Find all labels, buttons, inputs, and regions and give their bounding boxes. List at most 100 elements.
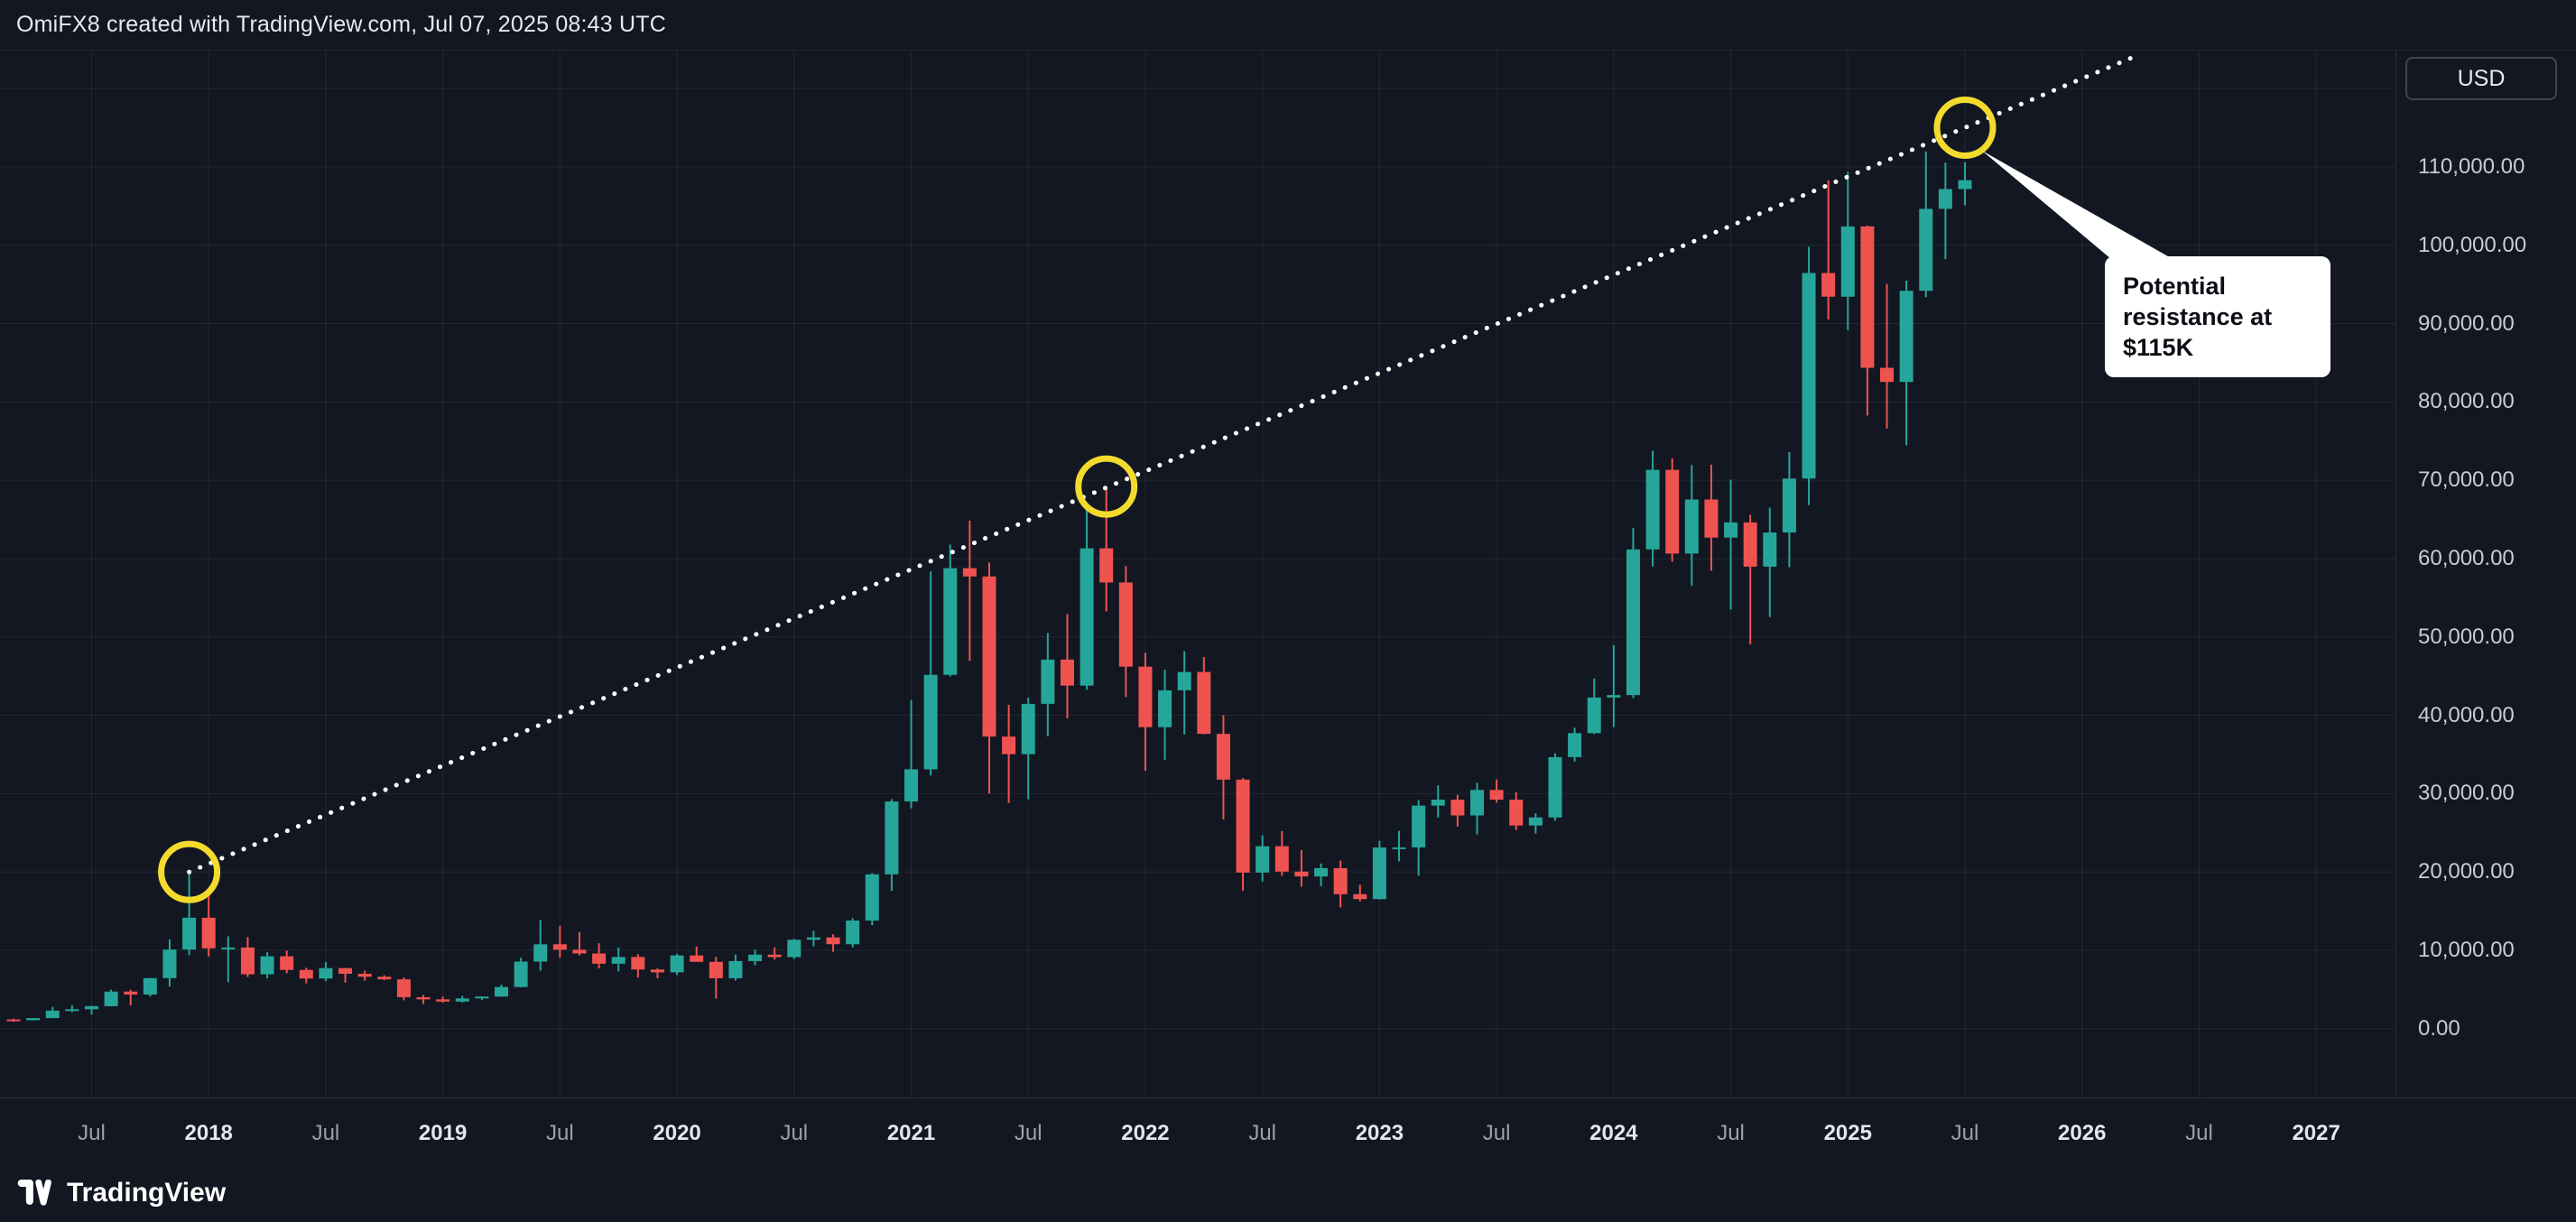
candle[interactable] xyxy=(1470,782,1484,835)
candle[interactable] xyxy=(143,977,157,997)
highlight-circle-2[interactable] xyxy=(1075,455,1138,518)
candle[interactable] xyxy=(748,949,763,966)
candle[interactable] xyxy=(1041,633,1055,736)
candle[interactable] xyxy=(338,967,353,983)
candle[interactable] xyxy=(1274,830,1289,876)
candle[interactable] xyxy=(1372,840,1386,900)
candle[interactable] xyxy=(1743,514,1757,644)
candle[interactable] xyxy=(221,936,236,983)
candle[interactable] xyxy=(806,930,820,947)
candle[interactable] xyxy=(1118,566,1133,698)
candle[interactable] xyxy=(1021,698,1035,800)
candle[interactable] xyxy=(1938,162,1952,259)
candle[interactable] xyxy=(1002,705,1016,803)
candle[interactable] xyxy=(826,934,840,952)
candle[interactable] xyxy=(572,931,587,956)
candle[interactable] xyxy=(6,1018,21,1023)
tradingview-logo[interactable]: TradingView xyxy=(16,1171,226,1215)
candle[interactable] xyxy=(552,925,567,958)
candle[interactable] xyxy=(1860,225,1875,416)
candle[interactable] xyxy=(475,995,489,1001)
candle[interactable] xyxy=(299,967,313,984)
candle[interactable] xyxy=(904,699,919,809)
candle[interactable] xyxy=(162,939,177,987)
candle[interactable] xyxy=(1802,246,1816,505)
candle[interactable] xyxy=(1450,794,1465,827)
candle[interactable] xyxy=(1528,813,1543,834)
candles-layer[interactable] xyxy=(6,151,1972,1023)
candle[interactable] xyxy=(1509,792,1524,830)
candle[interactable] xyxy=(1256,835,1270,882)
highlight-circle-3[interactable] xyxy=(1933,96,1997,159)
candle[interactable] xyxy=(514,958,528,988)
candle[interactable] xyxy=(377,975,392,981)
candle[interactable] xyxy=(1607,644,1621,727)
candle[interactable] xyxy=(1782,451,1796,568)
currency-button[interactable]: USD xyxy=(2405,57,2557,100)
candle[interactable] xyxy=(45,1006,60,1019)
candle[interactable] xyxy=(650,968,664,978)
time-axis[interactable]: Jul 2018 Jul 2019 Jul 2020 Jul 2021 Jul 2022 Jul 20… xyxy=(0,1098,2576,1171)
candle[interactable] xyxy=(1333,860,1348,908)
candle[interactable] xyxy=(1880,283,1895,429)
dotted-trendline[interactable] xyxy=(187,51,2144,875)
candle[interactable] xyxy=(319,962,333,982)
candle[interactable] xyxy=(846,918,860,948)
candle[interactable] xyxy=(65,1004,79,1013)
chart-pane[interactable] xyxy=(0,50,2395,1097)
candle[interactable] xyxy=(885,799,899,892)
candle[interactable] xyxy=(1353,884,1367,902)
candle[interactable] xyxy=(416,995,431,1004)
callout-potential-resistance[interactable]: Potential resistance at $115K xyxy=(2105,256,2330,377)
candle[interactable] xyxy=(1197,656,1211,735)
candle[interactable] xyxy=(611,947,625,972)
candle[interactable] xyxy=(26,1018,41,1021)
candle[interactable] xyxy=(1899,281,1913,446)
candle[interactable] xyxy=(1626,527,1640,699)
candle[interactable] xyxy=(982,562,996,794)
candle[interactable] xyxy=(1763,507,1777,617)
candle[interactable] xyxy=(592,943,607,968)
candle[interactable] xyxy=(1821,180,1836,320)
candle[interactable] xyxy=(357,970,372,981)
candle[interactable] xyxy=(1724,479,1738,610)
candle[interactable] xyxy=(1489,779,1504,803)
candle[interactable] xyxy=(923,571,938,776)
candle[interactable] xyxy=(943,544,958,677)
candle[interactable] xyxy=(1080,504,1094,690)
candle[interactable] xyxy=(1392,830,1406,862)
candle[interactable] xyxy=(1314,863,1329,886)
candle[interactable] xyxy=(124,989,138,1006)
candle[interactable] xyxy=(1645,450,1660,567)
candle[interactable] xyxy=(728,954,743,981)
candle[interactable] xyxy=(670,953,684,976)
candle[interactable] xyxy=(455,995,469,1003)
candle[interactable] xyxy=(396,977,411,1001)
candle[interactable] xyxy=(767,947,782,960)
candle[interactable] xyxy=(495,985,508,997)
candle[interactable] xyxy=(201,893,216,957)
candle[interactable] xyxy=(1060,614,1074,719)
candle[interactable] xyxy=(240,937,255,977)
candle[interactable] xyxy=(631,954,645,978)
candle[interactable] xyxy=(1099,487,1114,612)
candle[interactable] xyxy=(1177,651,1191,735)
candle[interactable] xyxy=(1919,151,1933,298)
candle[interactable] xyxy=(1587,678,1601,735)
candle[interactable] xyxy=(1412,800,1426,876)
candle[interactable] xyxy=(1704,464,1719,571)
candle[interactable] xyxy=(1568,727,1582,762)
candle[interactable] xyxy=(182,873,197,956)
candle[interactable] xyxy=(1138,653,1153,771)
highlight-circle-1[interactable] xyxy=(158,840,221,903)
candle[interactable] xyxy=(436,996,450,1003)
candle[interactable] xyxy=(104,989,118,1007)
candle[interactable] xyxy=(533,920,548,971)
candle[interactable] xyxy=(709,957,723,999)
candle[interactable] xyxy=(1684,465,1699,586)
candle[interactable] xyxy=(1431,785,1445,818)
candle[interactable] xyxy=(690,946,704,962)
candle[interactable] xyxy=(1236,778,1250,892)
candle[interactable] xyxy=(1548,753,1562,821)
candle[interactable] xyxy=(962,520,977,662)
